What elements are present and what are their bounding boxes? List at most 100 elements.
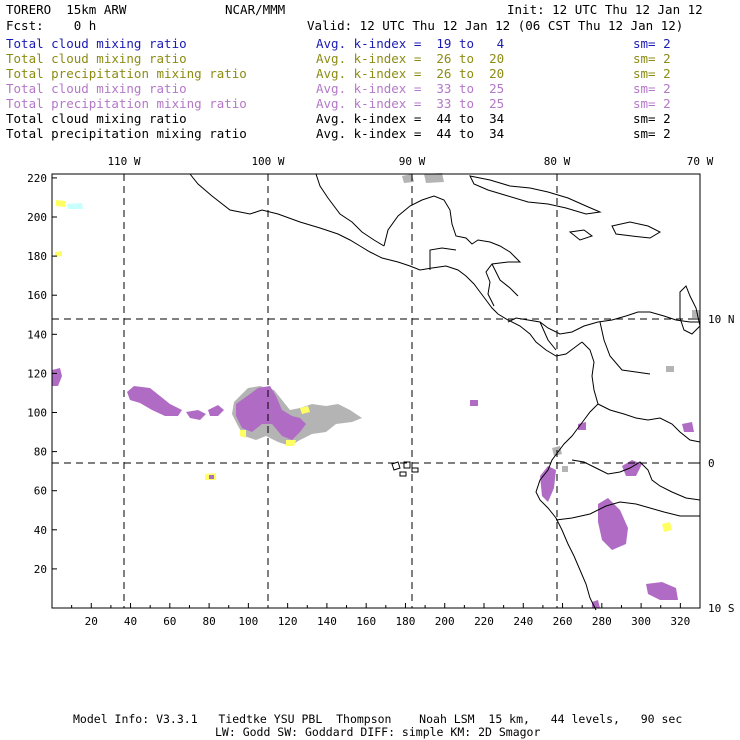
y-tick-label: 100 <box>27 407 47 420</box>
gray-patch <box>666 366 674 372</box>
x-tick-label: 300 <box>631 615 651 628</box>
lat-lon-grid <box>52 174 700 608</box>
yellow-patch <box>286 440 296 446</box>
lon-label: 100 W <box>251 155 284 168</box>
x-tick-label: 60 <box>163 615 176 628</box>
caribbean-coast <box>507 311 700 335</box>
purple-patch <box>127 386 182 416</box>
y-tick-label: 40 <box>34 524 47 537</box>
y-tick-label: 180 <box>27 250 47 263</box>
x-tick-label: 20 <box>85 615 98 628</box>
x-tick-label: 80 <box>202 615 215 628</box>
gray-patch <box>424 173 444 183</box>
x-tick-label: 200 <box>435 615 455 628</box>
legend-kindex: Avg. k-index = 44 to 34 <box>316 126 505 141</box>
purple-patch <box>470 400 478 406</box>
x-tick-label: 140 <box>317 615 337 628</box>
purple-patch <box>578 422 586 430</box>
lat-label: 10 N <box>708 313 735 326</box>
legend-sm: sm= 2 <box>633 111 671 126</box>
purple-patch <box>208 405 224 416</box>
lon-label: 70 W <box>687 155 714 168</box>
purple-patch <box>52 368 62 386</box>
yellow-patch <box>662 522 672 532</box>
legend-field: Total cloud mixing ratio <box>6 36 187 51</box>
y-tick-label: 140 <box>27 328 47 341</box>
x-tick-label: 180 <box>396 615 416 628</box>
hispaniola-coast <box>611 221 662 239</box>
legend-field: Total precipitation mixing ratio <box>6 96 247 111</box>
legend-kindex: Avg. k-index = 26 to 20 <box>316 66 505 81</box>
model-info-line2: LW: Godd SW: Goddard DIFF: simple KM: 2D… <box>215 725 541 739</box>
x-tick-label: 120 <box>278 615 298 628</box>
legend-kindex: Avg. k-index = 19 to 4 <box>316 36 505 51</box>
map-frame <box>51 173 701 609</box>
legend-sm: sm= 2 <box>633 36 671 51</box>
gray-patch <box>692 310 700 318</box>
andes-border <box>571 459 701 501</box>
y-tick-label: 200 <box>27 211 47 224</box>
legend-sm: sm= 2 <box>633 96 671 111</box>
gulf-coast <box>315 173 385 247</box>
yucatan-coast <box>383 195 522 307</box>
cuba-coast <box>469 175 602 215</box>
country-borders <box>429 247 651 375</box>
gray-patch <box>402 174 414 183</box>
organization: NCAR/MMM <box>225 2 286 17</box>
galapagos <box>391 461 419 477</box>
lon-label: 90 W <box>399 155 426 168</box>
y-tick-label: 120 <box>27 367 47 380</box>
x-tick-label: 240 <box>513 615 533 628</box>
legend-field: Total cloud mixing ratio <box>6 111 187 126</box>
yellow-patch <box>300 406 310 414</box>
x-tick-label: 40 <box>124 615 137 628</box>
south-america-interior <box>597 403 701 443</box>
y-tick-label: 220 <box>27 172 47 185</box>
x-tick-label: 280 <box>592 615 612 628</box>
model-title: TORERO 15km ARW <box>6 2 127 17</box>
legend-sm: sm= 2 <box>633 66 671 81</box>
coastlines <box>189 173 701 611</box>
axis-tick-labels: 20 40 60 80 100 120 140 160 180 200 220 240 260 280 30… <box>27 155 734 628</box>
purple-patch <box>598 498 628 550</box>
gray-patch <box>562 466 568 472</box>
lon-label: 110 W <box>107 155 140 168</box>
model-info-line1: Model Info: V3.3.1 Tiedtke YSU PBL Thomp… <box>73 712 683 726</box>
lon-label: 80 W <box>544 155 571 168</box>
y-tick-label: 80 <box>34 446 47 459</box>
purple-patch <box>540 466 556 502</box>
x-tick-label: 100 <box>238 615 258 628</box>
legend-sm: sm= 2 <box>633 51 671 66</box>
purple-patch <box>682 422 694 432</box>
legend-field: Total precipitation mixing ratio <box>6 66 247 81</box>
x-tick-label: 160 <box>356 615 376 628</box>
legend-field: Total precipitation mixing ratio <box>6 126 247 141</box>
forecast-hour: Fcst: 0 h <box>6 18 97 33</box>
lat-label: 10 S <box>708 602 735 615</box>
purple-patch <box>186 410 206 420</box>
jamaica-coast <box>568 229 594 241</box>
cyan-patch <box>67 203 83 209</box>
init-time: Init: 12 UTC Thu 12 Jan 12 <box>507 2 703 17</box>
y-tick-label: 160 <box>27 289 47 302</box>
legend-sm: sm= 2 <box>633 81 671 96</box>
andes-border2 <box>555 501 700 521</box>
y-tick-label: 60 <box>34 485 47 498</box>
legend-sm: sm= 2 <box>633 126 671 141</box>
south-america-west <box>535 341 599 611</box>
valid-time: Valid: 12 UTC Thu 12 Jan 12 (06 CST Thu … <box>307 18 684 33</box>
x-tick-label: 320 <box>670 615 690 628</box>
purple-patch <box>209 475 214 479</box>
x-tick-label: 260 <box>553 615 573 628</box>
legend-kindex: Avg. k-index = 26 to 20 <box>316 51 505 66</box>
y-tick-label: 20 <box>34 563 47 576</box>
yellow-patch <box>56 200 66 207</box>
legend-kindex: Avg. k-index = 33 to 25 <box>316 81 505 96</box>
central-america-coast <box>189 173 583 357</box>
lat-label: 0 <box>708 457 715 470</box>
axis-ticks <box>52 174 701 609</box>
x-tick-label: 220 <box>474 615 494 628</box>
legend-kindex: Avg. k-index = 44 to 34 <box>316 111 505 126</box>
legend-kindex: Avg. k-index = 33 to 25 <box>316 96 505 111</box>
